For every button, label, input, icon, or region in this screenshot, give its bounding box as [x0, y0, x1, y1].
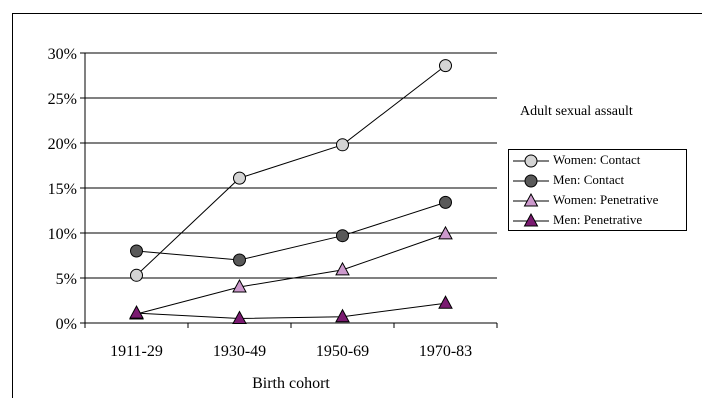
data-point-men-penetrative	[232, 310, 247, 324]
data-point-women-contact	[439, 59, 452, 73]
data-point-men-penetrative	[438, 295, 453, 309]
legend-label: Men: Contact	[553, 172, 625, 187]
y-tick-label: 25%	[48, 91, 77, 108]
legend: Women: Contact Men: Contact Women: Penetra…	[508, 149, 687, 231]
series-line-men-contact	[136, 201, 446, 261]
legend-swatch	[513, 174, 549, 188]
legend-marker	[524, 174, 538, 188]
legend-marker	[524, 154, 538, 168]
data-point-men-contact	[130, 244, 143, 258]
data-point-men-penetrative	[129, 305, 144, 319]
gridlines	[85, 52, 497, 279]
x-tick-label: 1950-69	[316, 343, 369, 360]
legend-title: Adult sexual assault	[520, 104, 633, 119]
legend-item-women-contact: Women: Contact	[509, 151, 688, 171]
data-point-women-penetrative	[438, 225, 453, 240]
legend-label: Men: Penetrative	[553, 212, 643, 227]
data-point-men-contact	[233, 253, 246, 267]
legend-marker	[523, 212, 539, 227]
legend-swatch	[513, 212, 549, 227]
x-tick-labels: 1911-29 1930-49 1950-69 1970-83	[110, 343, 472, 360]
legend-swatch	[513, 154, 549, 168]
chart-frame-top	[12, 13, 702, 14]
legend-item-men-penetrative: Men: Penetrative	[509, 211, 688, 231]
x-tick-label: 1911-29	[110, 343, 163, 360]
y-tick-label: 0%	[56, 316, 77, 333]
series-markers	[129, 59, 453, 324]
x-tick-label: 1970-83	[419, 343, 472, 360]
x-tick-label: 1930-49	[213, 343, 266, 360]
legend-label: Women: Contact	[553, 152, 641, 167]
data-point-women-penetrative	[335, 261, 350, 276]
series-line-women-penetrative	[136, 233, 446, 315]
y-tick-labels: 0% 5% 10% 15% 20% 25% 30%	[48, 46, 77, 333]
axes	[80, 52, 498, 328]
series-line-men-penetrative	[136, 302, 446, 320]
series-lines	[136, 65, 446, 320]
y-tick-label: 15%	[48, 181, 77, 198]
data-point-men-penetrative	[335, 308, 350, 323]
legend-item-women-penetrative: Women: Penetrative	[509, 191, 688, 211]
y-tick-label: 30%	[48, 46, 77, 63]
x-axis-label: Birth cohort	[252, 375, 330, 392]
series-line-women-contact	[136, 65, 446, 276]
y-tick-label: 20%	[48, 136, 77, 153]
legend-marker	[523, 192, 539, 207]
data-point-women-contact	[233, 171, 246, 185]
data-point-men-contact	[439, 195, 452, 209]
data-point-women-contact	[130, 268, 143, 282]
y-tick-label: 5%	[56, 271, 77, 288]
chart-frame-left	[12, 13, 13, 398]
y-tick-label: 10%	[48, 226, 77, 243]
legend-label: Women: Penetrative	[553, 192, 659, 207]
data-point-women-contact	[336, 138, 349, 152]
data-point-men-contact	[336, 229, 349, 243]
legend-item-men-contact: Men: Contact	[509, 171, 688, 191]
data-point-women-penetrative	[232, 278, 247, 293]
legend-swatch	[513, 192, 549, 207]
